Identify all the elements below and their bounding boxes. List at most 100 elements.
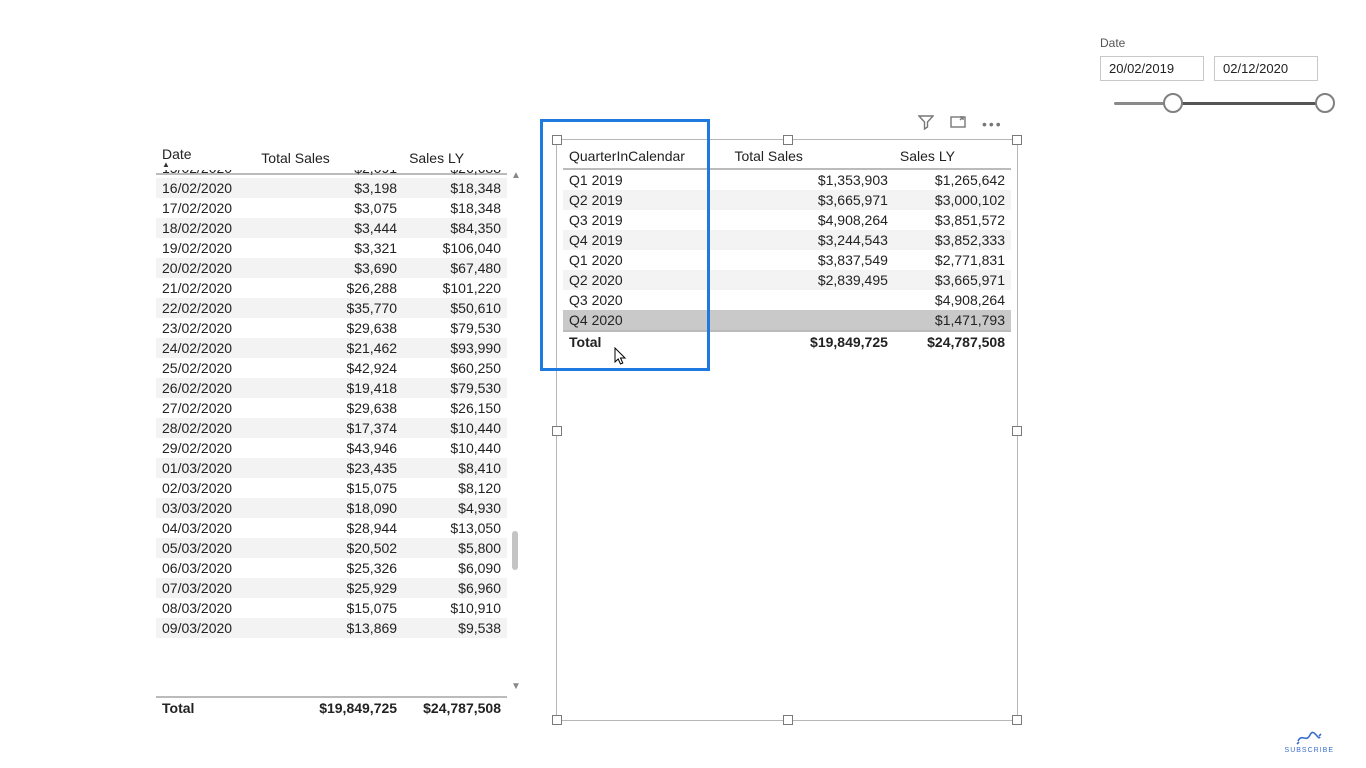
table-row[interactable]: Q1 2020$3,837,549$2,771,831 <box>563 250 1011 270</box>
table-cell[interactable]: $8,120 <box>403 478 507 498</box>
table-row[interactable]: 15/02/2020$2,091$26,688 <box>156 170 507 178</box>
table-cell[interactable]: $101,220 <box>403 278 507 298</box>
table-cell[interactable]: $2,839,495 <box>728 270 893 290</box>
table-row[interactable]: 22/02/2020$35,770$50,610 <box>156 298 507 318</box>
quarterly-sales-table-visual[interactable]: QuarterInCalendarTotal SalesSales LYQ1 2… <box>556 139 1018 721</box>
table-cell[interactable]: $3,837,549 <box>728 250 893 270</box>
table-cell[interactable]: $26,688 <box>403 170 507 178</box>
table-row[interactable]: 03/03/2020$18,090$4,930 <box>156 498 507 518</box>
table-cell[interactable]: $3,665,971 <box>728 190 893 210</box>
table-row[interactable]: Q1 2019$1,353,903$1,265,642 <box>563 169 1011 190</box>
date-slider[interactable] <box>1100 91 1348 115</box>
table-cell[interactable]: Q4 2019 <box>563 230 728 250</box>
scroll-up-arrow[interactable]: ▲ <box>511 170 521 181</box>
table-row[interactable]: 19/02/2020$3,321$106,040 <box>156 238 507 258</box>
table-cell[interactable]: $29,638 <box>255 398 403 418</box>
daily-sales-table-visual[interactable]: DateTotal SalesSales LY 15/02/2020$2,091… <box>155 141 522 719</box>
table-cell[interactable]: $79,530 <box>403 378 507 398</box>
table-row[interactable]: 08/03/2020$15,075$10,910 <box>156 598 507 618</box>
table-cell[interactable]: $35,770 <box>255 298 403 318</box>
table-row[interactable]: 20/02/2020$3,690$67,480 <box>156 258 507 278</box>
table-cell[interactable]: 18/02/2020 <box>156 218 255 238</box>
scroll-thumb[interactable] <box>512 531 518 571</box>
focus-mode-icon[interactable] <box>950 114 966 133</box>
table-row[interactable]: Q3 2019$4,908,264$3,851,572 <box>563 210 1011 230</box>
table-cell[interactable]: $93,990 <box>403 338 507 358</box>
table-row[interactable]: Q3 2020$4,908,264 <box>563 290 1011 310</box>
table-cell[interactable]: 24/02/2020 <box>156 338 255 358</box>
table-cell[interactable]: $26,288 <box>255 278 403 298</box>
slider-handle-from[interactable] <box>1163 93 1183 113</box>
table-cell[interactable]: $15,075 <box>255 598 403 618</box>
table-cell[interactable]: $20,502 <box>255 538 403 558</box>
table-cell[interactable]: $1,471,793 <box>894 310 1011 331</box>
table-cell[interactable]: 03/03/2020 <box>156 498 255 518</box>
table-cell[interactable]: Q1 2020 <box>563 250 728 270</box>
table-row[interactable]: 28/02/2020$17,374$10,440 <box>156 418 507 438</box>
more-options-icon[interactable]: ••• <box>982 119 1003 129</box>
resize-handle[interactable] <box>552 426 562 436</box>
table-cell[interactable]: $17,374 <box>255 418 403 438</box>
table-cell[interactable]: 07/03/2020 <box>156 578 255 598</box>
table-cell[interactable]: 17/02/2020 <box>156 198 255 218</box>
table-cell[interactable]: Q3 2020 <box>563 290 728 310</box>
table-cell[interactable]: 22/02/2020 <box>156 298 255 318</box>
table-cell[interactable]: $3,852,333 <box>894 230 1011 250</box>
table-cell[interactable]: $9,538 <box>403 618 507 638</box>
table-cell[interactable]: $3,851,572 <box>894 210 1011 230</box>
table-cell[interactable]: 04/03/2020 <box>156 518 255 538</box>
table-cell[interactable]: $42,924 <box>255 358 403 378</box>
table-cell[interactable]: $23,435 <box>255 458 403 478</box>
table-cell[interactable]: $3,244,543 <box>728 230 893 250</box>
table-row[interactable]: 07/03/2020$25,929$6,960 <box>156 578 507 598</box>
table-cell[interactable]: $25,929 <box>255 578 403 598</box>
table-cell[interactable]: 08/03/2020 <box>156 598 255 618</box>
table-cell[interactable]: Q2 2019 <box>563 190 728 210</box>
table-row[interactable]: 17/02/2020$3,075$18,348 <box>156 198 507 218</box>
vertical-scrollbar[interactable]: ▲ ▼ <box>509 142 521 718</box>
table-cell[interactable]: $13,869 <box>255 618 403 638</box>
table-cell[interactable]: $10,440 <box>403 438 507 458</box>
table-cell[interactable]: Q3 2019 <box>563 210 728 230</box>
table-row[interactable]: 18/02/2020$3,444$84,350 <box>156 218 507 238</box>
table-cell[interactable]: $25,326 <box>255 558 403 578</box>
table-row[interactable]: 02/03/2020$15,075$8,120 <box>156 478 507 498</box>
table-cell[interactable]: $13,050 <box>403 518 507 538</box>
table-cell[interactable]: 16/02/2020 <box>156 178 255 198</box>
slider-handle-to[interactable] <box>1315 93 1335 113</box>
table-row[interactable]: 05/03/2020$20,502$5,800 <box>156 538 507 558</box>
table-row[interactable]: 25/02/2020$42,924$60,250 <box>156 358 507 378</box>
table-row[interactable]: 01/03/2020$23,435$8,410 <box>156 458 507 478</box>
table-row[interactable]: 09/03/2020$13,869$9,538 <box>156 618 507 638</box>
column-header[interactable]: QuarterInCalendar <box>563 144 728 169</box>
table-cell[interactable]: $79,530 <box>403 318 507 338</box>
table-cell[interactable]: $106,040 <box>403 238 507 258</box>
table-cell[interactable]: $60,250 <box>403 358 507 378</box>
table-cell[interactable]: $18,090 <box>255 498 403 518</box>
table-cell[interactable] <box>728 310 893 331</box>
table-row[interactable]: Q2 2020$2,839,495$3,665,971 <box>563 270 1011 290</box>
table-cell[interactable]: $6,960 <box>403 578 507 598</box>
table-cell[interactable]: 23/02/2020 <box>156 318 255 338</box>
table-cell[interactable]: 15/02/2020 <box>156 170 255 178</box>
resize-handle[interactable] <box>552 715 562 725</box>
resize-handle[interactable] <box>1012 426 1022 436</box>
table-cell[interactable]: $10,440 <box>403 418 507 438</box>
table-cell[interactable]: 28/02/2020 <box>156 418 255 438</box>
resize-handle[interactable] <box>783 715 793 725</box>
table-cell[interactable]: $18,348 <box>403 178 507 198</box>
table-cell[interactable]: $28,944 <box>255 518 403 538</box>
table-cell[interactable]: 20/02/2020 <box>156 258 255 278</box>
table-cell[interactable]: $84,350 <box>403 218 507 238</box>
table-cell[interactable]: $5,800 <box>403 538 507 558</box>
table-cell[interactable]: $29,638 <box>255 318 403 338</box>
table-cell[interactable]: 27/02/2020 <box>156 398 255 418</box>
resize-handle[interactable] <box>783 135 793 145</box>
table-cell[interactable]: $4,908,264 <box>728 210 893 230</box>
table-cell[interactable]: 26/02/2020 <box>156 378 255 398</box>
table-row[interactable]: 23/02/2020$29,638$79,530 <box>156 318 507 338</box>
table-cell[interactable]: $10,910 <box>403 598 507 618</box>
table-cell[interactable]: $3,665,971 <box>894 270 1011 290</box>
table-cell[interactable]: $26,150 <box>403 398 507 418</box>
table-cell[interactable]: $1,353,903 <box>728 169 893 190</box>
